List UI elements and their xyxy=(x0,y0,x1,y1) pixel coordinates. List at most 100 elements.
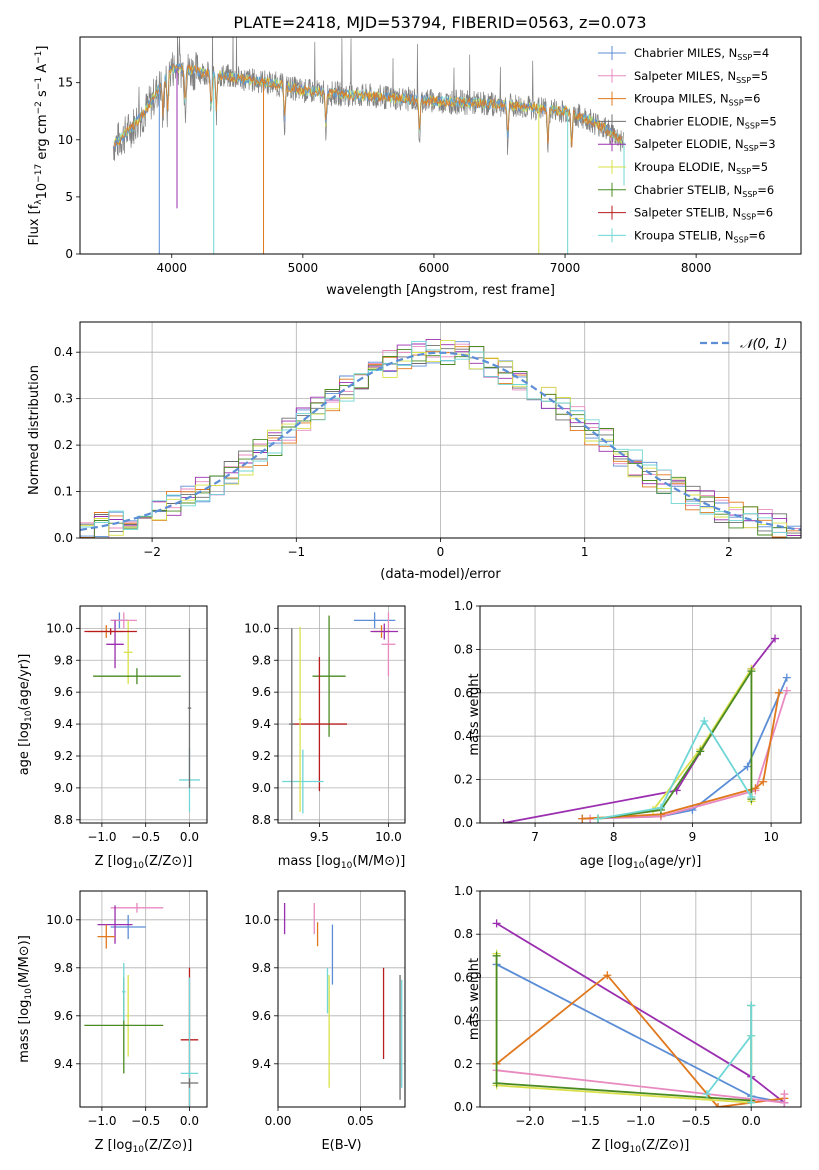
legend: Chabrier MILES, NSSP=4 Salpeter MILES, NS… xyxy=(598,46,777,244)
y-tick-label: 0.4 xyxy=(54,345,73,359)
y-tick-label: 0.6 xyxy=(454,970,473,984)
y-tick-label: 1.0 xyxy=(454,884,473,898)
y-tick-label: 10.0 xyxy=(46,621,73,635)
mass-weight-marker xyxy=(578,814,587,823)
legend-label: Chabrier STELIB, NSSP=6 xyxy=(634,183,774,199)
mass-weight-marker xyxy=(492,919,501,928)
mass-weight-marker xyxy=(696,747,705,756)
mass-weight-marker xyxy=(782,673,791,682)
mass-weight-marker xyxy=(743,762,752,771)
mass-weight-marker xyxy=(747,1001,756,1010)
y-tick-label: 9.2 xyxy=(54,749,73,763)
panel-age-vs-Z: −1.0 −0.5 0.0 8.8 9.0 9.2 9.4 9.6 9.8 10.0 Z [log1… xyxy=(17,605,208,871)
x-tick-label: 10.0 xyxy=(375,830,402,844)
mass-weight-line xyxy=(582,692,780,820)
mass-weight-marker xyxy=(747,667,756,676)
y-tick-label: 10 xyxy=(58,133,73,147)
y-tick-label: 9.4 xyxy=(252,717,271,731)
x-tick-label: 8000 xyxy=(681,261,712,275)
x-tick-label: 0.00 xyxy=(265,1114,292,1128)
mass-weight-marker xyxy=(656,803,665,812)
x-tick-label: −2 xyxy=(143,545,161,559)
y-tick-label: 0.2 xyxy=(54,438,73,452)
mass-weight-marker xyxy=(492,1079,501,1088)
y-tick-label: 9.4 xyxy=(252,1057,271,1071)
x-tick-label: −1.0 xyxy=(87,1114,116,1128)
legend-label: Salpeter ELODIE, NSSP=3 xyxy=(634,137,776,153)
mass-weight-marker xyxy=(780,1090,789,1099)
y-axis-label: Normed distribution xyxy=(27,365,42,495)
x-tick-label: 0.0 xyxy=(180,1114,199,1128)
legend-label: Salpeter MILES, NSSP=5 xyxy=(634,69,768,85)
y-tick-label: 9.6 xyxy=(54,685,73,699)
mass-weight-marker xyxy=(594,814,603,823)
x-tick-label: 9 xyxy=(689,830,697,844)
x-axis-label: E(B-V) xyxy=(321,1138,361,1153)
mass-weight-line xyxy=(495,953,753,1104)
y-tick-label: 9.6 xyxy=(54,1009,73,1023)
axes-frame xyxy=(79,605,208,824)
panel-mass-weight-vs-age: 7 8 9 10 0.0 0.2 0.4 0.6 0.8 1.0 age [log10(age/yr… xyxy=(454,599,802,871)
mass-weight-marker xyxy=(771,634,780,643)
y-tick-label: 9.8 xyxy=(54,653,73,667)
y-tick-label: 0.0 xyxy=(54,531,73,545)
mass-weight-line xyxy=(503,637,776,823)
y-tick-label: 0.0 xyxy=(454,1100,473,1114)
y-tick-label: 9.8 xyxy=(252,653,271,667)
legend-label: Kroupa ELODIE, NSSP=5 xyxy=(634,160,768,176)
mass-weight-marker xyxy=(702,1090,711,1099)
x-tick-label: 7000 xyxy=(550,261,581,275)
residual-histogram-series xyxy=(80,340,801,538)
y-tick-label: 8.8 xyxy=(54,813,73,827)
plot-area xyxy=(80,339,801,538)
x-tick-label: 9.5 xyxy=(310,830,329,844)
plot-area xyxy=(499,634,791,823)
mass-weight-marker xyxy=(492,951,501,960)
x-tick-label: 0 xyxy=(437,545,445,559)
mass-weight-marker xyxy=(782,686,791,695)
y-tick-label: 9.2 xyxy=(252,749,271,763)
x-tick-label: −0.5 xyxy=(131,830,160,844)
y-tick-label: 10.0 xyxy=(244,621,271,635)
mass-weight-marker xyxy=(499,819,508,823)
y-tick-label: 9.4 xyxy=(54,1057,73,1071)
y-tick-label: 0.6 xyxy=(454,686,473,700)
y-tick-label: 0.8 xyxy=(454,642,473,656)
y-tick-label: 0.2 xyxy=(454,773,473,787)
mass-weight-line xyxy=(597,719,753,820)
y-tick-label: 9.4 xyxy=(54,717,73,731)
legend-label: Kroupa MILES, NSSP=6 xyxy=(634,92,760,108)
plot-area xyxy=(282,612,399,820)
axes-frame xyxy=(79,321,802,539)
x-tick-label: 1 xyxy=(581,545,589,559)
figure-title: PLATE=2418, MJD=53794, FIBERID=0563, z=0… xyxy=(233,13,646,32)
y-tick-label: 15 xyxy=(58,76,73,90)
model-spectrum xyxy=(113,63,623,148)
x-tick-label: 0.05 xyxy=(347,1114,374,1128)
axes-frame xyxy=(79,890,208,1108)
x-tick-label: 5000 xyxy=(288,261,319,275)
x-tick-label: −0.5 xyxy=(681,1114,710,1128)
panel-mass-weight-vs-Z: −2.0 −1.5 −1.0 −0.5 0.0 0.0 0.2 0.4 0.6 0.8 1.0 Z [… xyxy=(454,884,802,1155)
x-tick-label: 10 xyxy=(763,830,778,844)
x-tick-label: 4000 xyxy=(156,261,187,275)
mass-weight-marker xyxy=(774,688,783,697)
axes-frame xyxy=(479,605,802,824)
plot-area xyxy=(84,612,200,812)
y-tick-label: 0.0 xyxy=(454,816,473,830)
gaussian-curve xyxy=(80,351,801,531)
x-axis-label: (data-model)/error xyxy=(380,567,501,582)
y-tick-label: 9.6 xyxy=(252,1009,271,1023)
panel-mass-vs-Z: −1.0 −0.5 0.0 9.4 9.6 9.8 10.0 Z [log10(Z/Z⊙)] m… xyxy=(17,890,208,1155)
mass-weight-marker xyxy=(603,971,612,980)
axes-frame xyxy=(479,890,802,1108)
x-axis-label: Z [log10(Z/Z⊙)] xyxy=(592,1138,690,1155)
model-spectrum xyxy=(113,62,623,149)
y-tick-label: 9.8 xyxy=(54,961,73,975)
y-axis-label: Flux [fλ10−17 erg cm−2 s−1 A−1] xyxy=(27,46,50,246)
x-axis-label: Z [log10(Z/Z⊙)] xyxy=(95,854,193,871)
legend-label: Chabrier ELODIE, NSSP=5 xyxy=(634,114,777,130)
mass-weight-marker xyxy=(713,1103,722,1107)
